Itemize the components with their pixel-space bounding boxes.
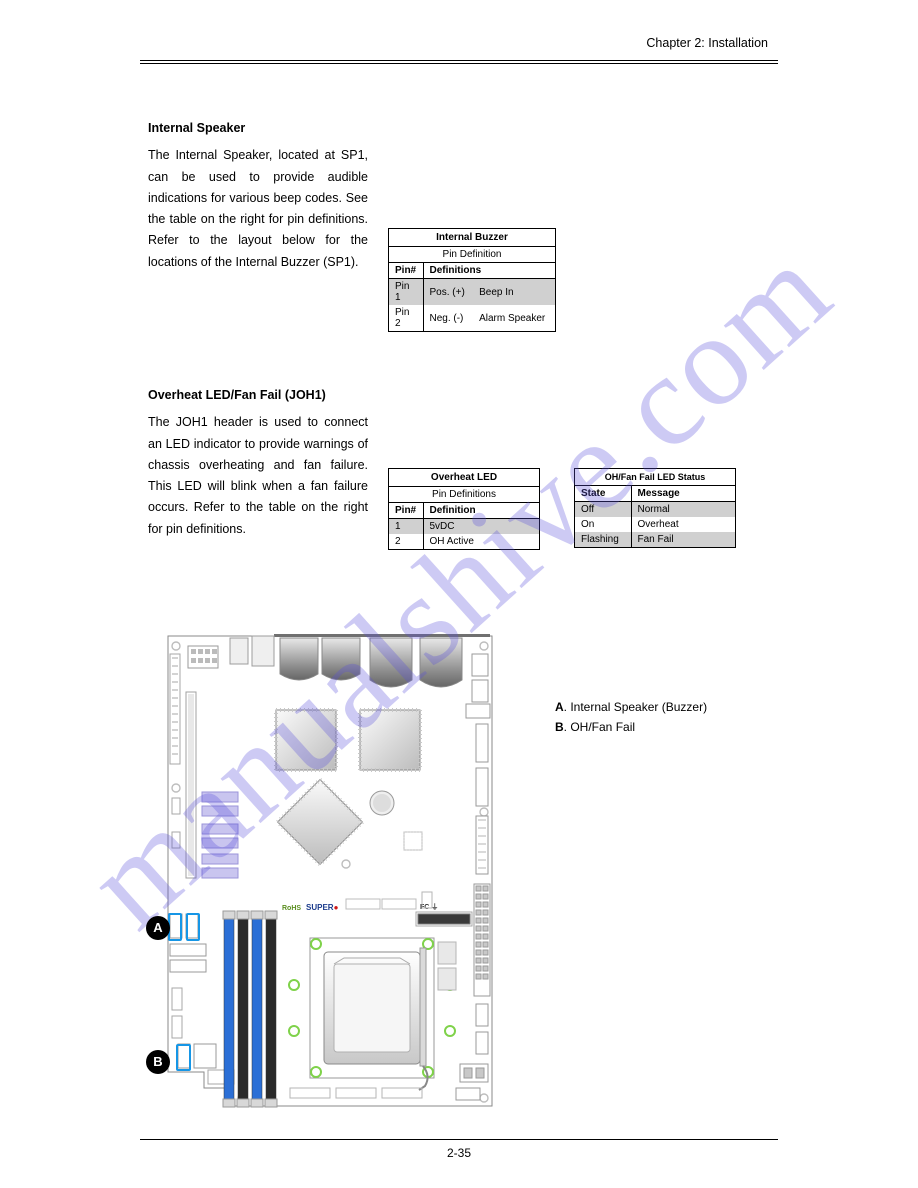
section-1: Internal Speaker The Internal Speaker, l… — [148, 118, 368, 273]
footer-rule — [140, 1139, 778, 1140]
t2-r2-pin: 2 — [389, 534, 423, 549]
t1-r1-pin: Pin 1 — [389, 279, 423, 306]
highlight-b — [176, 1044, 191, 1071]
svg-text:RoHS: RoHS — [282, 905, 301, 912]
t1-r2-pin: Pin 2 — [389, 305, 423, 331]
header-rule — [140, 60, 778, 64]
t3-h2: Message — [631, 486, 735, 502]
table1-subtitle: Pin Definition — [389, 247, 555, 263]
t2-row-2: 2 OH Active — [389, 534, 539, 549]
internal-buzzer-table: Internal Buzzer Pin Definition Pin#Defin… — [388, 228, 556, 332]
section-2-title: Overheat LED/Fan Fail (JOH1) — [148, 385, 368, 406]
table2-title: Overheat LED — [389, 469, 539, 487]
t1-row-1: Pin 1 Pos. (+) Beep In — [389, 279, 555, 306]
highlight-a2 — [186, 913, 200, 941]
motherboard-diagram: RoHS SUPER● FC ⏚ — [160, 632, 500, 1112]
t1-r2-d1: Neg. (-) — [423, 305, 473, 331]
t2-r1-pin: 1 — [389, 519, 423, 535]
section-2: Overheat LED/Fan Fail (JOH1) The JOH1 he… — [148, 385, 368, 540]
table2-subtitle: Pin Definitions — [389, 487, 539, 503]
t3-row-3: FlashingFan Fail — [575, 532, 735, 547]
t3-h1: State — [575, 486, 631, 502]
oh-status-table: OH/Fan Fail LED Status StateMessage OffN… — [574, 468, 736, 548]
section-1-title: Internal Speaker — [148, 118, 368, 139]
t2-r2-def: OH Active — [423, 534, 539, 549]
table1-title: Internal Buzzer — [389, 229, 555, 247]
t1-h1: Pin# — [389, 263, 423, 279]
section-2-body: The JOH1 header is used to connect an LE… — [148, 415, 368, 535]
svg-text:FC ⏚: FC ⏚ — [420, 903, 438, 911]
highlight-a1 — [168, 913, 182, 941]
callout-b: B — [146, 1050, 170, 1074]
overheat-led-table: Overheat LED Pin Definitions Pin#Definit… — [388, 468, 540, 550]
callout-a: A — [146, 916, 170, 940]
legend: A. Internal Speaker (Buzzer) B. OH/Fan F… — [555, 700, 707, 740]
t2-r1-def: 5vDC — [423, 519, 539, 535]
svg-text:SUPER●: SUPER● — [306, 903, 339, 912]
t1-h2: Definitions — [423, 263, 555, 279]
t1-r2-d2: Alarm Speaker — [473, 305, 555, 331]
t1-r1-d2: Beep In — [473, 279, 555, 306]
legend-item-b: B. OH/Fan Fail — [555, 720, 707, 734]
section-1-body: The Internal Speaker, located at SP1, ca… — [148, 148, 368, 268]
t3-row-2: OnOverheat — [575, 517, 735, 532]
t1-row-2: Pin 2 Neg. (-) Alarm Speaker — [389, 305, 555, 331]
header-right: Chapter 2: Installation — [646, 36, 768, 50]
table3-title: OH/Fan Fail LED Status — [575, 469, 735, 486]
t2-row-1: 1 5vDC — [389, 519, 539, 535]
t2-h1: Pin# — [389, 503, 423, 519]
t3-row-1: OffNormal — [575, 502, 735, 518]
page-number: 2-35 — [447, 1146, 471, 1160]
t1-r1-d1: Pos. (+) — [423, 279, 473, 306]
legend-item-a: A. Internal Speaker (Buzzer) — [555, 700, 707, 714]
t2-h2: Definition — [423, 503, 539, 519]
